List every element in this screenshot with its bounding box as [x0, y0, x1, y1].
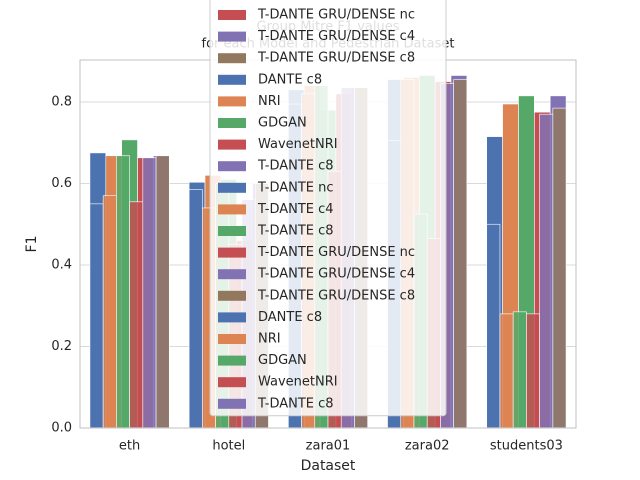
legend-label: DANTE c8	[258, 72, 322, 87]
legend-label: T-DANTE GRU/DENSE nc	[257, 245, 415, 260]
legend-swatch	[218, 377, 246, 388]
legend-label: T-DANTE c4	[257, 202, 334, 217]
legend-label: T-DANTE c8	[257, 224, 334, 239]
legend-swatch	[218, 161, 246, 172]
legend-label: T-DANTE GRU/DENSE c4	[257, 29, 415, 44]
legend-label: DANTE c8	[258, 310, 322, 325]
bar	[526, 313, 540, 429]
x-tick-label: zara02	[405, 439, 450, 454]
legend-swatch	[218, 204, 246, 215]
legend-label: GDGAN	[258, 116, 307, 131]
legend-swatch	[218, 53, 246, 64]
legend-swatch	[218, 398, 246, 409]
y-tick-label: 0.6	[51, 176, 72, 191]
bar	[512, 311, 527, 429]
legend-swatch	[218, 96, 246, 107]
legend-swatch	[218, 226, 246, 236]
legend: T-DANTE GRU/DENSE nc T-DANTE GRU/DENSE c4…	[209, 0, 447, 417]
x-tick-label: eth	[119, 439, 140, 454]
legend-label: T-DANTE GRU/DENSE c4	[257, 267, 415, 282]
bar	[539, 113, 554, 429]
legend-label: WavenetNRI	[258, 137, 338, 152]
legend-label: GDGAN	[258, 353, 307, 368]
legend-swatch	[218, 182, 246, 193]
bar	[129, 201, 144, 429]
legend-label: T-DANTE nc	[257, 180, 334, 195]
legend-swatch	[218, 312, 246, 323]
legend-swatch	[218, 334, 246, 344]
legend-swatch	[218, 269, 246, 280]
legend-label: T-DANTE GRU/DENSE c8	[257, 288, 415, 303]
legend-swatch	[218, 10, 246, 20]
legend-swatch	[218, 118, 246, 128]
x-tick-label: students03	[490, 439, 563, 454]
legend-swatch	[218, 247, 246, 258]
x-tick-label: zara01	[306, 439, 351, 454]
legend-label: T-DANTE c8	[257, 396, 334, 411]
legend-swatch	[218, 74, 246, 85]
legend-label: WavenetNRI	[258, 375, 338, 390]
legend-box	[209, 0, 447, 417]
x-tick-label: hotel	[212, 439, 245, 454]
bar	[116, 155, 130, 429]
bar	[552, 107, 567, 429]
bar	[102, 195, 117, 429]
y-tick-label: 0.0	[51, 421, 72, 436]
bar	[453, 79, 468, 429]
bar	[155, 155, 170, 429]
legend-swatch	[218, 139, 246, 150]
y-tick-label: 0.8	[51, 94, 72, 109]
legend-label: NRI	[258, 332, 281, 347]
bar	[486, 223, 501, 429]
bar	[89, 203, 104, 429]
legend-swatch	[218, 290, 246, 301]
legend-label: T-DANTE c8	[257, 159, 334, 174]
bar	[499, 313, 514, 429]
bar	[142, 157, 157, 429]
y-axis-label: F1	[24, 236, 40, 253]
legend-label: NRI	[258, 94, 281, 109]
legend-swatch	[218, 31, 246, 42]
bar	[188, 189, 203, 429]
y-tick-label: 0.2	[51, 339, 72, 354]
legend-label: T-DANTE GRU/DENSE nc	[257, 8, 415, 23]
legend-label: T-DANTE GRU/DENSE c8	[257, 51, 415, 66]
x-axis-label: Dataset	[301, 458, 356, 474]
legend-swatch	[218, 355, 246, 366]
y-tick-label: 0.4	[51, 257, 72, 272]
